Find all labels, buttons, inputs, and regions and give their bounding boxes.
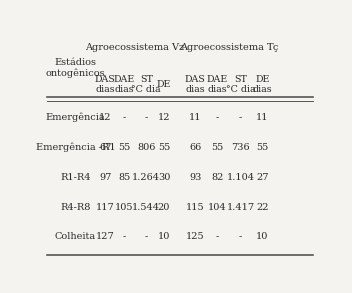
Text: Agroecossistema Vz: Agroecossistema Vz: [85, 43, 184, 52]
Text: 1.104: 1.104: [226, 173, 254, 182]
Text: 11: 11: [189, 113, 202, 122]
Text: -: -: [123, 232, 126, 241]
Text: 117: 117: [96, 202, 115, 212]
Text: R4-R8: R4-R8: [60, 202, 90, 212]
Text: -: -: [145, 113, 148, 122]
Text: 66: 66: [189, 143, 202, 152]
Text: ST
°C dia: ST °C dia: [226, 75, 255, 94]
Text: -: -: [239, 232, 242, 241]
Text: -: -: [239, 113, 242, 122]
Text: DAE
dias: DAE dias: [207, 75, 228, 94]
Text: 1.417: 1.417: [226, 202, 254, 212]
Text: Agroecossistema Tç: Agroecossistema Tç: [180, 43, 278, 52]
Text: 97: 97: [99, 173, 112, 182]
Text: 93: 93: [189, 173, 202, 182]
Text: 20: 20: [158, 202, 170, 212]
Text: Emergência -R1: Emergência -R1: [36, 143, 115, 152]
Text: DAS
dias: DAS dias: [185, 75, 206, 94]
Text: DAS
dias: DAS dias: [95, 75, 116, 94]
Text: 11: 11: [256, 113, 269, 122]
Text: 127: 127: [96, 232, 115, 241]
Text: 115: 115: [186, 202, 205, 212]
Text: 55: 55: [158, 143, 170, 152]
Text: 12: 12: [158, 113, 170, 122]
Text: 85: 85: [118, 173, 131, 182]
Text: DAE
dias: DAE dias: [114, 75, 135, 94]
Text: 1.544: 1.544: [132, 202, 160, 212]
Text: 82: 82: [211, 173, 224, 182]
Text: 55: 55: [118, 143, 131, 152]
Text: 55: 55: [256, 143, 268, 152]
Text: Estádios
ontogênicos: Estádios ontogênicos: [45, 58, 105, 78]
Text: 30: 30: [158, 173, 170, 182]
Text: -: -: [216, 113, 219, 122]
Text: 1.264: 1.264: [132, 173, 160, 182]
Text: 12: 12: [99, 113, 112, 122]
Text: 806: 806: [137, 143, 156, 152]
Text: 27: 27: [256, 173, 269, 182]
Text: 736: 736: [231, 143, 250, 152]
Text: DE: DE: [157, 80, 171, 89]
Text: -: -: [216, 232, 219, 241]
Text: 125: 125: [186, 232, 205, 241]
Text: -: -: [123, 113, 126, 122]
Text: 10: 10: [256, 232, 269, 241]
Text: R1-R4: R1-R4: [60, 173, 90, 182]
Text: DE
dias: DE dias: [252, 75, 272, 94]
Text: -: -: [145, 232, 148, 241]
Text: 55: 55: [211, 143, 224, 152]
Text: Colheita: Colheita: [55, 232, 96, 241]
Text: 22: 22: [256, 202, 269, 212]
Text: ST
°C dia: ST °C dia: [132, 75, 161, 94]
Text: 105: 105: [115, 202, 134, 212]
Text: Emergência: Emergência: [45, 113, 105, 122]
Text: 67: 67: [99, 143, 112, 152]
Text: 104: 104: [208, 202, 227, 212]
Text: 10: 10: [158, 232, 170, 241]
